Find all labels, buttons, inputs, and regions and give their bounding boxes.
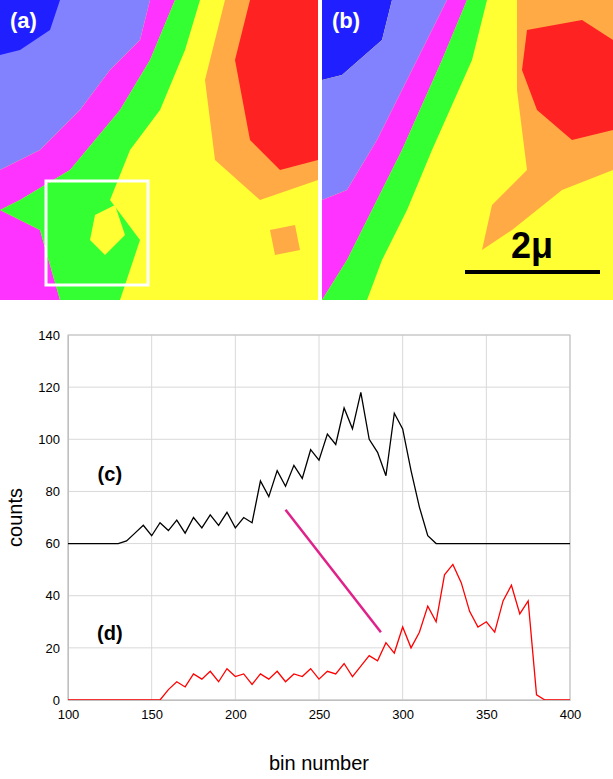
tick-label: 20: [46, 641, 60, 656]
plot-frame: [68, 335, 570, 700]
x-tick: 300: [392, 700, 414, 722]
tick-label: 200: [225, 707, 247, 722]
tick-label: 120: [38, 380, 60, 395]
grain-region: [322, 0, 467, 300]
grid-line: [68, 647, 570, 648]
map-image: [322, 0, 613, 300]
plot-area: [68, 392, 570, 700]
tick-label: 40: [46, 588, 60, 603]
scale-bar: [465, 270, 600, 274]
x-axis-title: bin number: [269, 752, 369, 774]
grain-region: [0, 0, 60, 55]
tick-label: 60: [46, 536, 60, 551]
grain-region: [205, 0, 318, 200]
tick-label: 350: [476, 707, 498, 722]
tick-label: 400: [560, 707, 582, 722]
grid: [68, 335, 570, 700]
grid-line: [151, 335, 152, 700]
y-axis-title: counts: [4, 488, 26, 547]
connector-line: [286, 510, 381, 633]
x-tick: 150: [141, 700, 163, 722]
grid-line: [68, 491, 570, 492]
grain-region: [90, 205, 125, 255]
panel-label: (b): [332, 8, 360, 33]
x-tick: 400: [560, 700, 582, 722]
tick-label: 300: [392, 707, 414, 722]
x-tick: 200: [225, 700, 247, 722]
map-panel: (a): [0, 0, 318, 300]
x-axis: 100 150 200 250 300 350 400: [58, 700, 582, 722]
figure: (a)(b)2μ10015020025030035040002040608010…: [0, 0, 613, 779]
grain-region: [522, 20, 613, 140]
grid-line: [486, 335, 487, 700]
tick-label: 100: [58, 707, 80, 722]
x-tick: 350: [476, 700, 498, 722]
grain-region: [0, 0, 200, 300]
map-background: [322, 0, 613, 300]
grain-region: [235, 0, 318, 170]
tick-label: 0: [53, 693, 60, 708]
series-line: [68, 392, 570, 543]
y-tick: 80: [46, 484, 68, 499]
x-tick: 250: [309, 700, 331, 722]
grid-line: [235, 335, 236, 700]
y-tick: 140: [38, 328, 68, 343]
grid-line: [319, 335, 320, 700]
grid-line: [402, 335, 403, 700]
series-label: (d): [97, 622, 123, 644]
tick-label: 250: [309, 707, 331, 722]
chart: 100 150 200 250 300 350 400 0 20 40 60 80 100 120 140 b…: [4, 328, 581, 774]
y-tick: 40: [46, 588, 68, 603]
grid-line: [68, 387, 570, 388]
y-tick: 60: [46, 536, 68, 551]
grain-region: [322, 0, 487, 300]
y-tick: 120: [38, 380, 68, 395]
series-label: (c): [98, 463, 122, 485]
map-image: [0, 0, 318, 300]
grain-region: [270, 225, 300, 255]
y-tick: 100: [38, 432, 68, 447]
tick-label: 140: [38, 328, 60, 343]
map-panel: (b): [322, 0, 613, 300]
map-background: [0, 0, 318, 300]
scale-bar-label: 2μ: [511, 225, 553, 266]
grid-line: [68, 439, 570, 440]
y-tick: 20: [46, 641, 68, 656]
grain-region: [482, 0, 613, 250]
tick-label: 150: [141, 707, 163, 722]
panel-label: (a): [10, 8, 37, 33]
series-line: [68, 564, 570, 700]
x-tick: 100: [58, 700, 80, 722]
y-tick: 0: [53, 693, 68, 708]
grid-line: [68, 595, 570, 596]
tick-label: 80: [46, 484, 60, 499]
y-axis: 0 20 40 60 80 100 120 140: [38, 328, 68, 708]
tick-label: 100: [38, 432, 60, 447]
highlight-box: [46, 181, 148, 285]
